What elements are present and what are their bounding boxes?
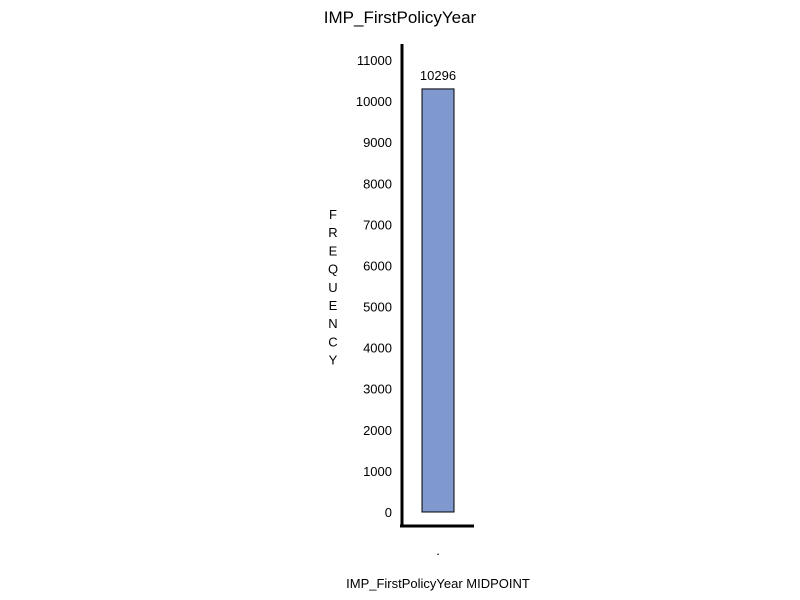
y-axis-label-letter: E bbox=[329, 298, 338, 313]
y-axis-label-letter: Y bbox=[329, 353, 338, 368]
y-tick-label: 0 bbox=[385, 505, 392, 520]
x-axis-label: IMP_FirstPolicyYear MIDPOINT bbox=[346, 576, 530, 591]
x-tick-label: . bbox=[436, 543, 440, 558]
y-tick-label: 7000 bbox=[363, 217, 392, 232]
y-tick-label: 4000 bbox=[363, 341, 392, 356]
y-tick-label: 5000 bbox=[363, 300, 392, 315]
y-tick-label: 2000 bbox=[363, 423, 392, 438]
y-tick-label: 11000 bbox=[357, 53, 392, 68]
y-axis-label-letter: U bbox=[328, 280, 337, 295]
y-tick-label: 10000 bbox=[356, 94, 392, 109]
bars: 10296 bbox=[420, 68, 456, 513]
y-axis-ticks: 0 1000 2000 3000 4000 5000 6000 7000 8000 9000 100… bbox=[356, 53, 392, 520]
y-axis-label-letter: C bbox=[328, 334, 337, 349]
y-tick-label: 1000 bbox=[363, 464, 392, 479]
y-axis-label-letter: Q bbox=[328, 262, 338, 277]
x-axis-ticks: . bbox=[436, 543, 440, 558]
y-axis-label-letter: R bbox=[328, 225, 337, 240]
y-tick-label: 9000 bbox=[363, 135, 392, 150]
chart-title: IMP_FirstPolicyYear bbox=[324, 8, 477, 27]
bar bbox=[421, 88, 455, 513]
y-tick-label: 3000 bbox=[363, 382, 392, 397]
y-axis-label-letter: F bbox=[329, 207, 337, 222]
y-axis-label-letter: N bbox=[328, 316, 337, 331]
y-tick-label: 8000 bbox=[363, 176, 392, 191]
y-tick-label: 6000 bbox=[363, 258, 392, 273]
bar-value-label: 10296 bbox=[420, 68, 456, 83]
y-axis-label-letter: E bbox=[329, 243, 338, 258]
